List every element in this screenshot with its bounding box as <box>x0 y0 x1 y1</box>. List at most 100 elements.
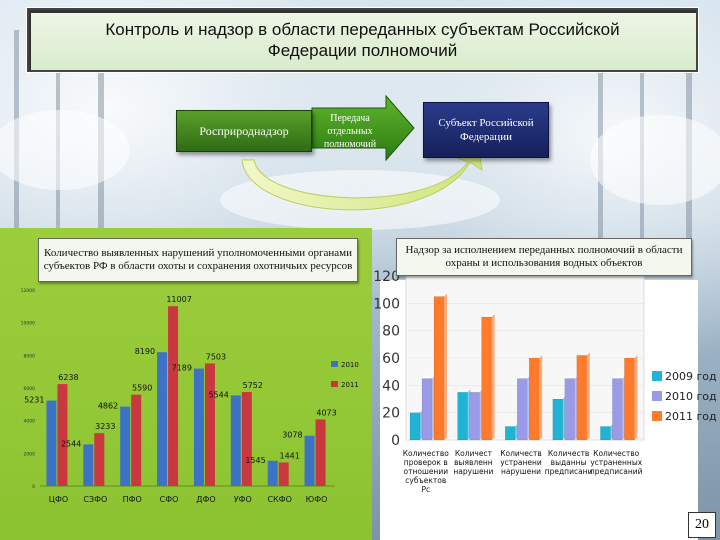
right-bar <box>564 378 576 441</box>
left-data-label: 1545 <box>245 456 265 465</box>
left-data-label: 2544 <box>61 439 81 448</box>
left-bar <box>57 384 68 486</box>
left-bar <box>315 419 326 486</box>
right-bar-top <box>564 375 578 379</box>
left-data-label: 5544 <box>208 390 228 399</box>
left-bar <box>120 406 131 486</box>
right-legend-swatch <box>652 371 662 381</box>
right-chart-caption: Надзор за исполнением переданных полномо… <box>396 238 692 276</box>
right-bar <box>600 426 611 441</box>
right-bar-top <box>576 352 590 356</box>
right-legend-label: 2011 год <box>665 410 717 423</box>
left-bar <box>94 433 105 486</box>
transfer-arrow <box>311 94 415 162</box>
right-bar <box>421 378 433 441</box>
left-data-label: 8190 <box>135 347 155 356</box>
slide-title: Контроль и надзор в области переданных с… <box>105 20 620 60</box>
right-bar <box>528 357 540 441</box>
left-y-tick-label: 8000 <box>24 353 36 359</box>
right-bar <box>552 398 564 441</box>
left-bar <box>230 395 241 486</box>
left-x-tick-label: ПФО <box>123 495 142 504</box>
right-bar-top <box>552 396 566 399</box>
right-x-tick-label: Количеств устранени нарушени <box>500 449 542 476</box>
left-chart-caption-text: Количество выявленных нарушений уполномо… <box>43 247 353 272</box>
left-bar <box>241 392 252 486</box>
left-data-label: 6238 <box>58 373 78 382</box>
left-legend-swatch <box>331 381 338 387</box>
right-y-tick-label: 60 <box>382 351 400 367</box>
right-bar <box>504 426 516 441</box>
left-y-tick-label: 6000 <box>24 386 36 392</box>
right-legend-swatch <box>652 411 662 421</box>
right-bar-chart: 0 20 40 60 80 100 120 Количество проверок в отнош… <box>373 269 717 494</box>
left-bar <box>278 462 289 486</box>
left-data-label: 5231 <box>24 396 44 405</box>
right-bar-side <box>634 355 638 440</box>
left-x-tick-label: УФО <box>234 495 252 504</box>
rosprirodnadzor-label: Росприроднадзор <box>199 123 289 138</box>
left-bar <box>131 394 142 486</box>
left-y-tick-label: 4000 <box>24 419 36 425</box>
right-x-tick-label: Количеств выданны предписани <box>545 449 593 476</box>
left-x-tick-label: СЗФО <box>83 495 107 504</box>
right-y-tick-label: 80 <box>382 324 400 340</box>
arrow-label: Передача отдельных полномочий <box>323 113 377 150</box>
right-bar-side <box>491 314 495 440</box>
left-data-label: 7189 <box>172 364 192 373</box>
left-y-tick-label: 12000 <box>21 288 35 294</box>
left-bar <box>46 400 57 486</box>
right-bar-top <box>517 375 531 379</box>
left-chart-caption: Количество выявленных нарушений уполномо… <box>38 238 358 282</box>
left-bar <box>304 435 315 486</box>
right-y-tick-label: 100 <box>373 296 400 312</box>
right-bar <box>409 412 421 441</box>
left-bar <box>157 352 168 486</box>
right-y-tick-label: 0 <box>391 433 400 449</box>
right-bar-top <box>612 375 626 379</box>
right-bar-top <box>600 423 614 427</box>
right-bar-top <box>624 355 638 358</box>
left-bar <box>204 363 215 486</box>
page-number: 20 <box>688 512 716 538</box>
right-bar-top <box>529 355 543 358</box>
slide-title-box: Контроль и надзор в области переданных с… <box>27 8 698 72</box>
left-x-tick-label: ДФО <box>196 495 215 504</box>
left-x-tick-label: ЦФО <box>49 495 68 504</box>
right-legend-swatch <box>652 391 662 401</box>
left-x-tick-label: СКФО <box>267 495 291 504</box>
left-data-label: 1441 <box>280 451 300 460</box>
left-data-label: 5752 <box>243 381 263 390</box>
subject-rf-label: Субъект Российской Федерации <box>438 117 534 143</box>
left-legend-label: 2011 <box>341 381 359 389</box>
right-bar-top <box>481 314 495 317</box>
left-x-tick-label: ЮФО <box>306 495 328 504</box>
left-bar <box>168 306 179 486</box>
left-data-label: 5590 <box>132 384 152 393</box>
left-legend-swatch <box>331 361 338 367</box>
left-legend-label: 2010 <box>341 361 359 369</box>
right-y-tick-label: 40 <box>382 378 400 394</box>
left-data-label: 3078 <box>282 431 302 440</box>
right-x-tick-label: Количество проверок в отношении субъектов Рс <box>403 449 450 494</box>
right-bar <box>624 357 635 441</box>
left-bar-chart: 0 2000 4000 6000 8000 10000 12000 ЦФО 5231 6238 СЗ… <box>21 288 359 504</box>
right-bar-top <box>422 375 435 379</box>
right-y-tick-label: 120 <box>373 269 400 285</box>
left-y-tick-label: 2000 <box>24 451 36 457</box>
right-bar <box>433 296 445 441</box>
right-legend-label: 2010 год <box>665 390 717 403</box>
left-y-tick-label: 0 <box>32 484 35 490</box>
right-chart-caption-text: Надзор за исполнением переданных полномо… <box>405 244 683 269</box>
right-bar-side <box>444 293 447 440</box>
right-bar <box>469 391 480 441</box>
right-bar-top <box>457 389 471 393</box>
right-x-tick-label: Количест выявленн нарушени <box>453 449 493 476</box>
right-bar <box>457 391 468 441</box>
subject-rf-box: Субъект Российской Федерации <box>423 102 549 158</box>
left-data-label: 7503 <box>206 352 226 361</box>
right-bar-top <box>469 389 483 393</box>
right-bar-side <box>539 355 543 440</box>
right-bar <box>516 378 528 441</box>
right-bar-side <box>586 352 590 440</box>
